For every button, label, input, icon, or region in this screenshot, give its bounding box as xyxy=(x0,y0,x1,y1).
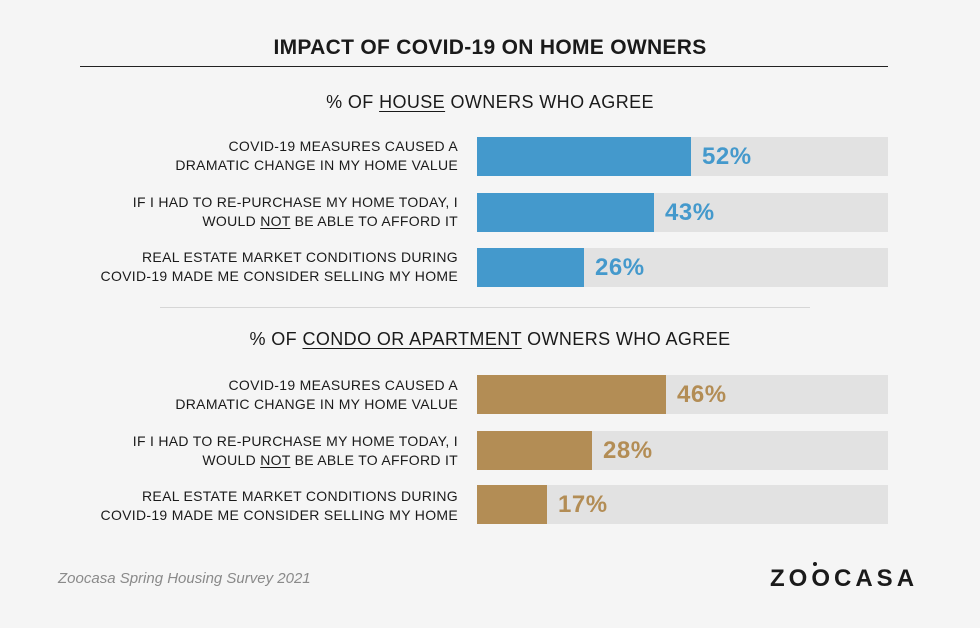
section-title-house: % OF HOUSE OWNERS WHO AGREE xyxy=(326,92,654,112)
data-label: 43% xyxy=(665,199,715,226)
bar-fill xyxy=(477,193,654,232)
zoocasa-logo: ZOOCASA xyxy=(770,562,919,592)
data-label: 52% xyxy=(702,143,752,170)
row-label: IF I HAD TO RE-PURCHASE MY HOME TODAY, I… xyxy=(132,194,458,229)
data-label: 28% xyxy=(603,437,653,464)
row-label: REAL ESTATE MARKET CONDITIONS DURING COVI… xyxy=(100,488,458,523)
bar-fill xyxy=(477,137,691,176)
data-label: 46% xyxy=(677,381,727,408)
row-label: COVID-19 MEASURES CAUSED A DRAMATIC CHANG… xyxy=(175,138,458,173)
row-label: IF I HAD TO RE-PURCHASE MY HOME TODAY, I… xyxy=(132,433,458,468)
bar-fill xyxy=(477,485,547,524)
bar-fill xyxy=(477,431,592,470)
data-label: 17% xyxy=(558,491,608,518)
row-label: COVID-19 MEASURES CAUSED A DRAMATIC CHANG… xyxy=(175,377,458,412)
title-rule xyxy=(80,66,888,67)
row-label: REAL ESTATE MARKET CONDITIONS DURING COVI… xyxy=(100,249,458,284)
bar-track: 52% xyxy=(477,137,888,176)
bar-fill xyxy=(477,375,666,414)
chart-title: IMPACT OF COVID-19 ON HOME OWNERS xyxy=(273,36,707,59)
source-note: Zoocasa Spring Housing Survey 2021 xyxy=(58,570,311,587)
section-title-condo: % OF CONDO OR APARTMENT OWNERS WHO AGREE xyxy=(249,329,731,349)
bar-track: 28% xyxy=(477,431,888,470)
section-title-emphasis: HOUSE xyxy=(379,92,446,112)
section-title-emphasis: CONDO OR APARTMENT xyxy=(302,329,522,349)
bar-track: 17% xyxy=(477,485,888,524)
bar-track: 26% xyxy=(477,248,888,287)
data-label: 26% xyxy=(595,254,645,281)
bar-track: 43% xyxy=(477,193,888,232)
bar-fill xyxy=(477,248,584,287)
bar-track: 46% xyxy=(477,375,888,414)
section-divider xyxy=(160,307,810,308)
